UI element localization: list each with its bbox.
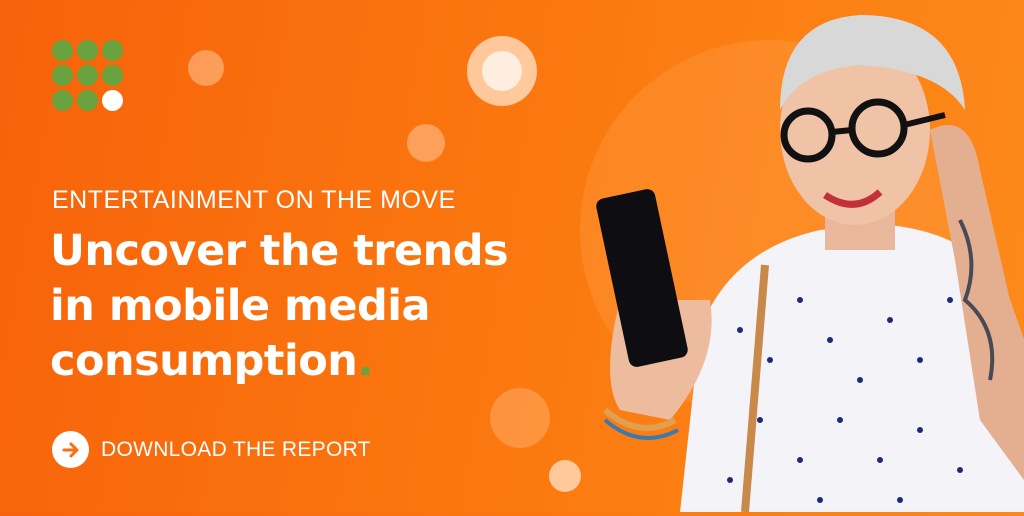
- green-period: .: [357, 336, 374, 386]
- arrow-right-icon[interactable]: [52, 431, 89, 468]
- banner-headline: Uncover the trends in mobile media consu…: [50, 224, 509, 389]
- decorative-bubble: [407, 124, 445, 162]
- decorative-bubble: [482, 51, 522, 91]
- decorative-bubble: [549, 460, 581, 492]
- hero-photo-woman-with-phone: [560, 0, 1024, 513]
- headline-line: in mobile media: [50, 281, 431, 331]
- download-report-label[interactable]: DOWNLOAD THE REPORT: [101, 437, 371, 461]
- decorative-bubble: [188, 50, 224, 86]
- banner-subtitle: ENTERTAINMENT ON THE MOVE: [52, 186, 456, 214]
- logo: [52, 40, 124, 112]
- download-report-button[interactable]: DOWNLOAD THE REPORT: [52, 431, 371, 468]
- headline-line: Uncover the trends: [50, 226, 509, 276]
- decorative-bubble: [490, 388, 550, 448]
- headline-line: consumption.: [50, 336, 374, 386]
